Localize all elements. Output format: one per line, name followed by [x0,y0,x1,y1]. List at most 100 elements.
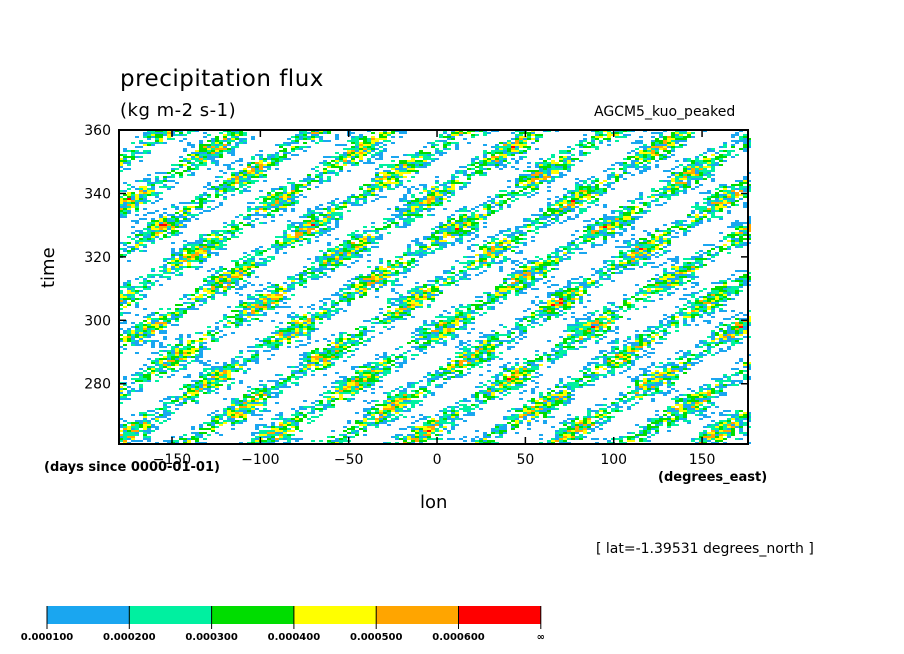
field-cell [599,244,603,246]
field-cell [519,250,523,252]
field-cell [399,176,403,178]
field-cell [615,256,619,258]
field-cell [543,270,547,272]
field-cell [379,238,383,240]
field-cell [303,232,307,234]
field-cell [335,166,339,168]
field-cell [719,282,723,284]
field-cell [439,136,443,138]
field-cell [251,256,255,258]
field-cell [675,180,679,182]
field-cell [271,216,275,218]
field-cell [603,214,607,216]
field-cell [643,160,647,162]
field-cell [339,250,343,252]
field-cell [735,226,739,228]
field-cell [371,276,375,278]
field-cell [451,226,455,228]
field-cell [495,158,499,160]
field-cell [259,202,263,204]
field-cell [623,254,627,256]
field-cell [555,196,559,198]
field-cell [207,152,211,154]
field-cell [443,270,447,272]
field-cell [603,230,607,232]
field-cell [423,238,427,240]
field-cell [391,266,395,268]
field-cell [603,204,607,206]
field-cell [671,226,675,228]
field-cell [403,172,407,174]
field-cell [507,242,511,244]
field-cell [555,252,559,254]
field-cell [327,178,331,180]
field-cell [343,154,347,156]
field-cell [691,164,695,166]
field-cell [523,244,527,246]
field-cell [219,266,223,268]
field-cell [175,232,179,234]
field-cell [643,150,647,152]
field-cell [487,162,491,164]
field-cell [443,144,447,146]
field-cell [651,242,655,244]
field-cell [523,278,527,280]
field-cell [275,196,279,198]
field-cell [655,154,659,156]
field-cell [559,246,563,248]
field-cell [203,248,207,250]
field-cell [215,246,219,248]
field-cell [575,278,579,280]
field-cell [743,150,747,152]
field-cell [275,286,279,288]
field-cell [335,152,339,154]
field-cell [135,240,139,242]
field-cell [643,168,647,170]
field-cell [555,284,559,286]
field-cell [339,252,343,254]
field-cell [347,266,351,268]
field-cell [231,230,235,232]
field-cell [459,240,463,242]
field-cell [391,188,395,190]
field-cell [171,268,175,270]
field-cell [371,230,375,232]
field-cell [359,144,363,146]
field-cell [559,150,563,152]
field-cell [183,216,187,218]
precipitation-field [119,130,751,444]
field-cell [415,160,419,162]
field-cell [535,174,539,176]
field-cell [443,244,447,246]
field-cell [387,182,391,184]
field-cell [635,256,639,258]
field-cell [635,284,639,286]
field-cell [291,192,295,194]
field-cell [379,286,383,288]
field-cell [467,278,471,280]
field-cell [287,276,291,278]
field-cell [691,188,695,190]
field-cell [515,240,519,242]
field-cell [423,254,427,256]
field-cell [471,224,475,226]
field-cell [535,136,539,138]
field-cell [327,264,331,266]
field-cell [479,256,483,258]
field-cell [171,234,175,236]
field-cell [551,154,555,156]
field-cell [679,174,683,176]
field-cell [291,186,295,188]
field-cell [411,170,415,172]
field-cell [435,192,439,194]
field-cell [595,178,599,180]
field-cell [499,158,503,160]
field-cell [627,268,631,270]
field-cell [503,260,507,262]
field-cell [431,158,435,160]
field-cell [335,212,339,214]
field-cell [539,274,543,276]
field-cell [503,282,507,284]
field-cell [123,248,127,250]
field-cell [159,198,163,200]
